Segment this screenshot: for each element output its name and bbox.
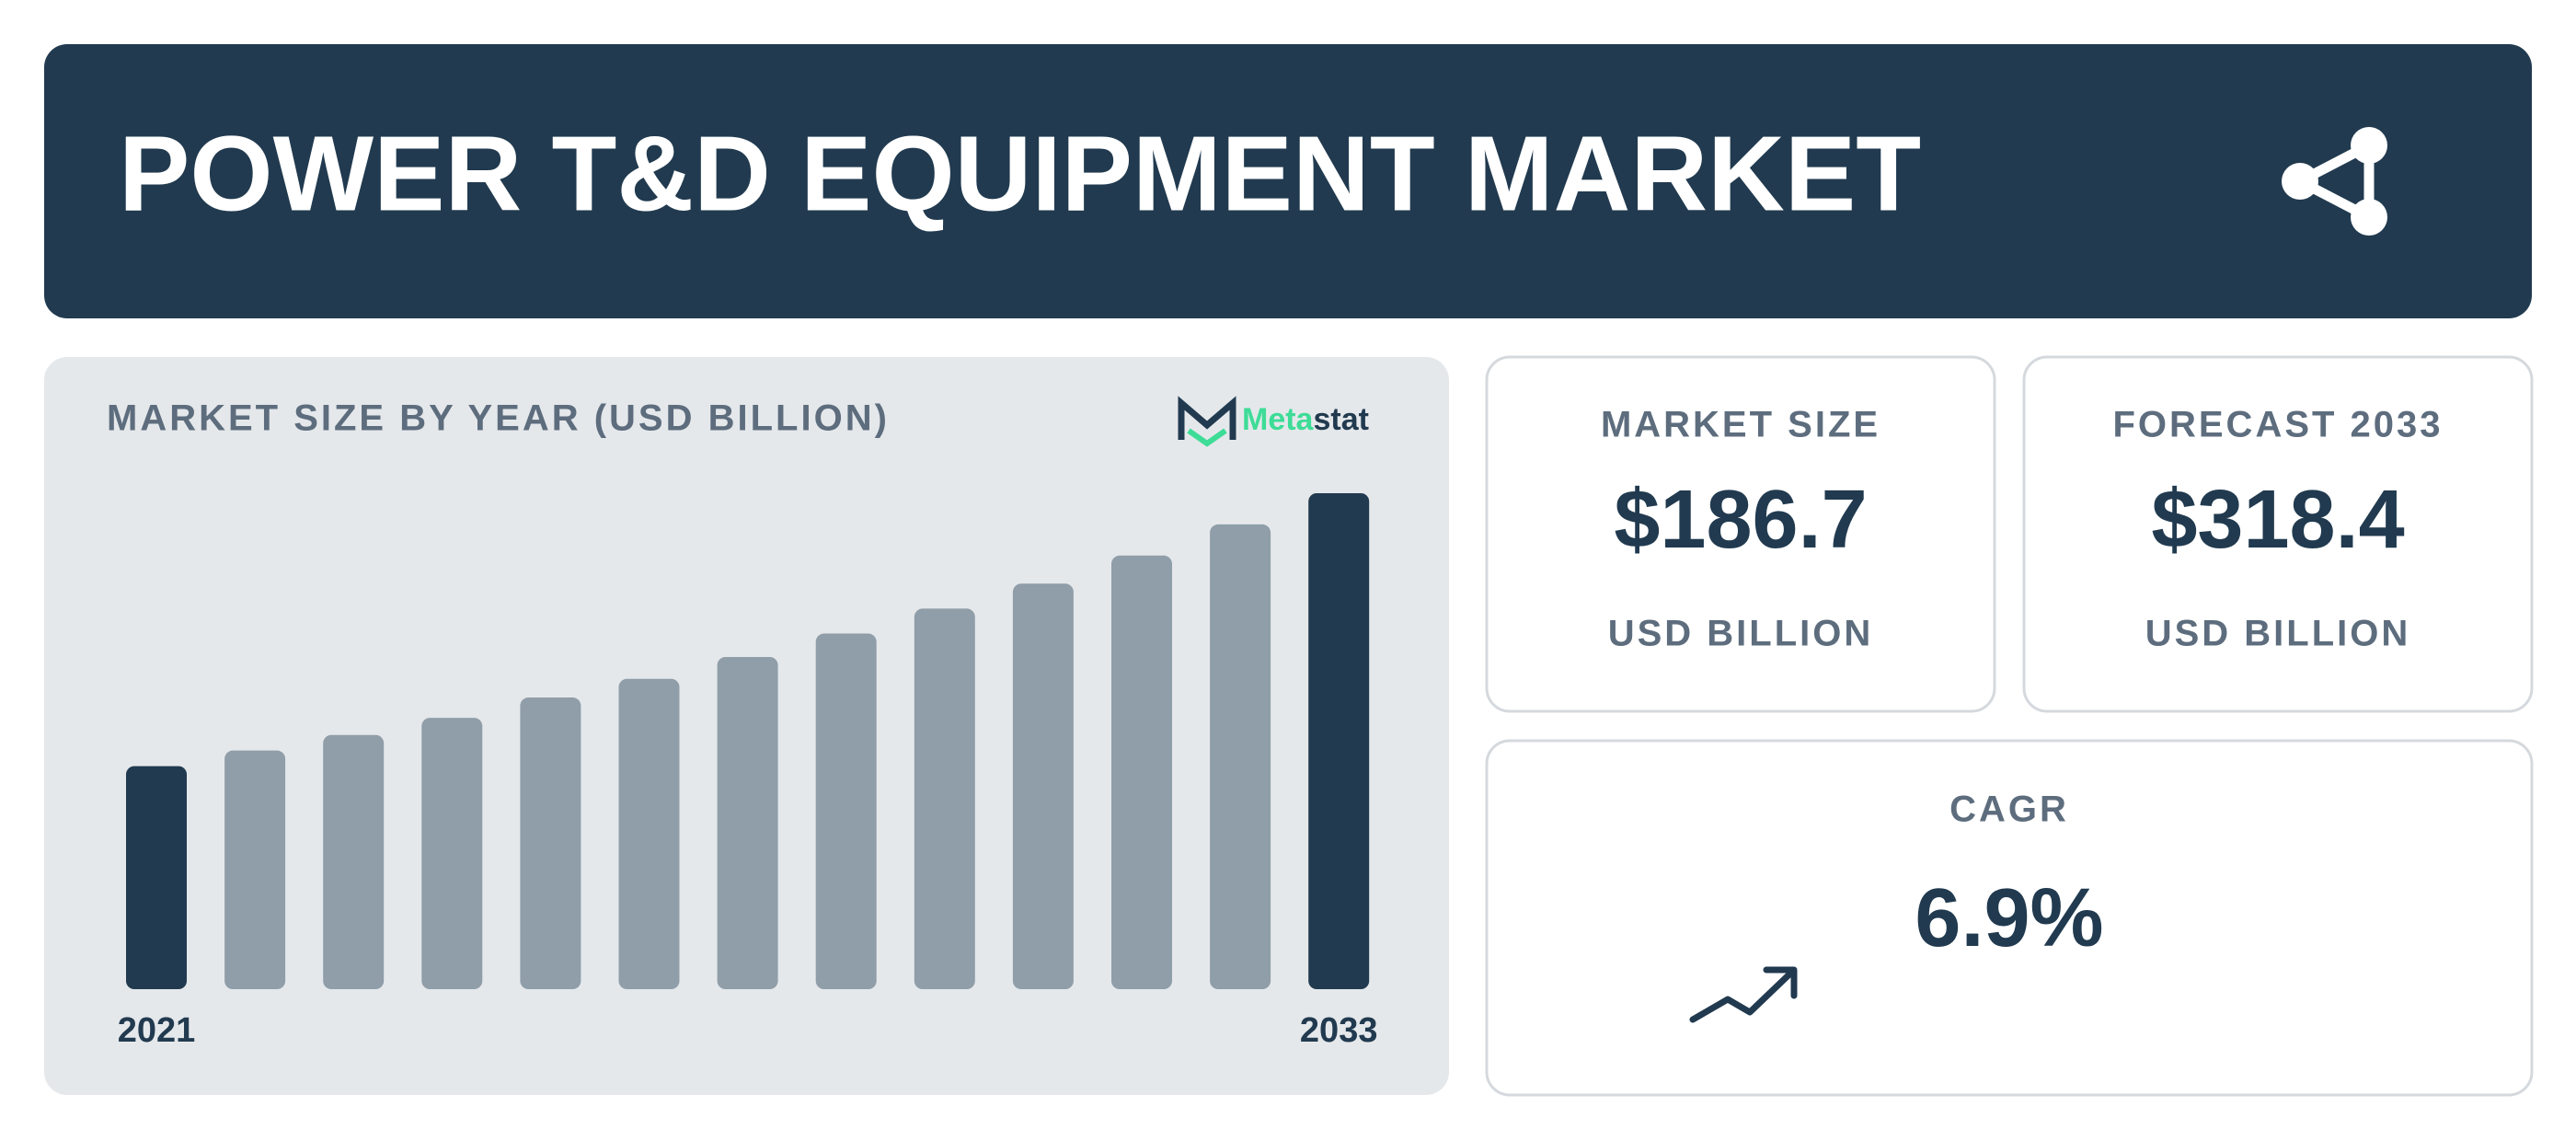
card bbox=[1485, 739, 2534, 1097]
bar bbox=[914, 608, 975, 989]
logo-part: stat bbox=[1313, 402, 1368, 437]
x-tick-label: 2033 bbox=[1300, 1011, 1378, 1050]
bar bbox=[1210, 524, 1271, 989]
bar bbox=[1308, 493, 1370, 989]
card-label: CAGR bbox=[1949, 789, 2069, 830]
bar bbox=[323, 734, 385, 989]
bar bbox=[421, 718, 483, 989]
trend-icon bbox=[1689, 966, 1798, 1023]
card-value: 6.9% bbox=[1915, 872, 2103, 964]
card bbox=[1485, 355, 1996, 713]
card-label: MARKET SIZE bbox=[1601, 405, 1880, 445]
card-value: $186.7 bbox=[1614, 474, 1867, 566]
bar bbox=[815, 633, 877, 989]
card-unit: USD BILLION bbox=[1608, 614, 1874, 654]
bar bbox=[520, 697, 581, 989]
chart-title: MARKET SIZE BY YEAR (USD BILLION) bbox=[107, 398, 890, 439]
logo: Metastat bbox=[1178, 396, 1369, 447]
bar bbox=[1012, 583, 1074, 989]
bar bbox=[224, 750, 286, 989]
share-icon[interactable] bbox=[2282, 127, 2387, 236]
bar bbox=[1111, 555, 1172, 989]
header-title: POWER T&D EQUIPMENT MARKET bbox=[119, 114, 1921, 234]
card bbox=[2022, 355, 2534, 713]
card-value: $318.4 bbox=[2151, 474, 2404, 566]
header-banner bbox=[44, 44, 2532, 318]
logo-text: Metastat bbox=[1242, 402, 1369, 437]
bar bbox=[126, 766, 187, 989]
bar bbox=[717, 656, 778, 989]
card-unit: USD BILLION bbox=[2145, 614, 2411, 654]
bar bbox=[618, 678, 680, 989]
x-tick-label: 2021 bbox=[118, 1011, 196, 1050]
logo-part: Meta bbox=[1242, 402, 1315, 437]
card-label: FORECAST 2033 bbox=[2112, 405, 2443, 445]
